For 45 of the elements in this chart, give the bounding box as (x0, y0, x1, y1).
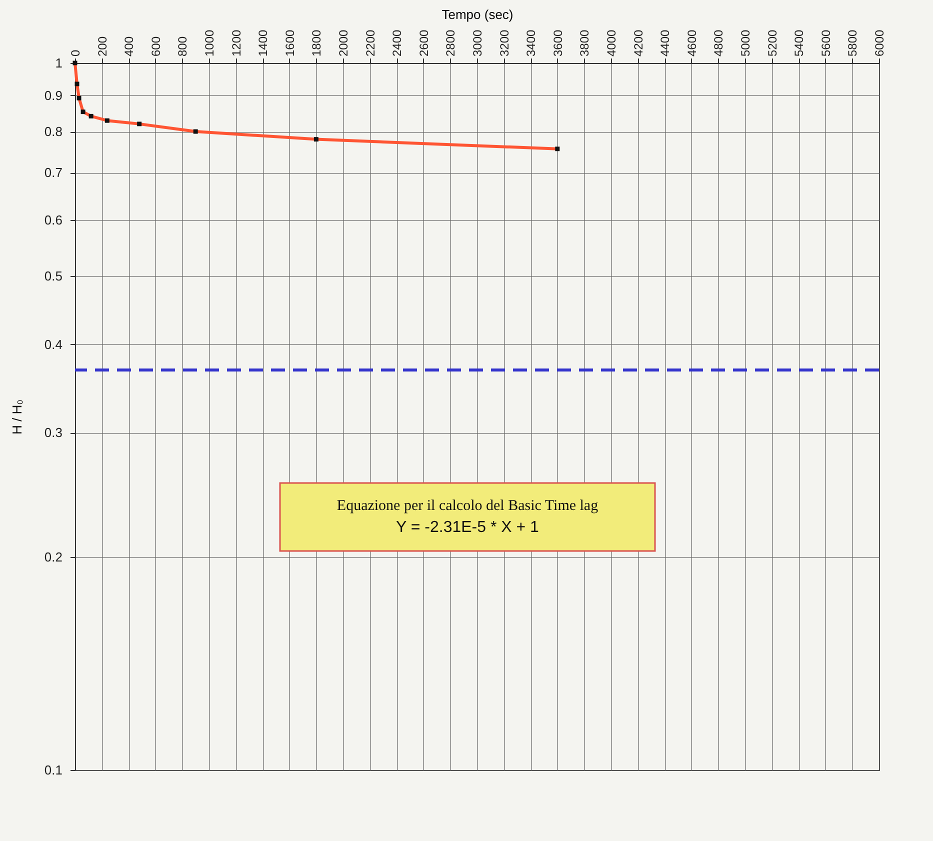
x-tick-label: 2400 (390, 29, 404, 56)
y-tick-label: 0.6 (44, 212, 62, 228)
x-tick-label: 3800 (578, 29, 592, 56)
x-tick-label: 4600 (684, 29, 699, 56)
x-tick-label: 200 (95, 36, 110, 56)
x-tick-label: 6000 (872, 29, 886, 56)
y-tick-label: 0.7 (44, 165, 62, 180)
x-tick-label: 4000 (604, 29, 618, 56)
x-tick-label: 3200 (497, 29, 512, 56)
y-tick-label: 0.2 (44, 550, 62, 565)
x-tick-label: 3000 (470, 29, 484, 56)
x-tick-label: 2000 (336, 29, 350, 56)
x-tick-label: 2200 (363, 29, 378, 56)
x-tick-label: 1400 (256, 29, 270, 56)
y-axis-title: H / H₀ (9, 399, 24, 435)
x-tick-label: 2600 (416, 29, 431, 56)
x-tick-label: 3600 (550, 29, 565, 56)
y-tick-label: 0.3 (44, 425, 62, 440)
annotation: Equazione per il calcolo del Basic Time lag (336, 498, 599, 514)
x-tick-label: 1200 (229, 29, 244, 56)
x-tick-label: 1800 (310, 29, 324, 56)
y-tick-label: 0.5 (44, 268, 62, 284)
x-tick-label: 3400 (524, 29, 538, 56)
x-tick-label: 5400 (792, 29, 806, 56)
y-tick-label: 0.4 (44, 336, 62, 352)
x-axis-title: Tempo (sec) (442, 6, 514, 22)
y-tick-label: 0.1 (44, 762, 62, 778)
y-tick-label: 0.8 (44, 124, 62, 140)
x-tick-label: 4800 (712, 29, 726, 56)
y-tick-label: 0.9 (44, 88, 62, 103)
x-tick-label: 1600 (282, 29, 297, 56)
y-tick-label: 1 (55, 56, 62, 70)
x-tick-label: 1000 (202, 29, 216, 56)
x-tick-label: 400 (122, 36, 136, 56)
annotation: Y = -2.31E-5 * X + 1 (396, 519, 540, 536)
x-tick-label: 5600 (818, 29, 833, 56)
x-tick-label: 5200 (765, 29, 780, 56)
x-tick-label: 800 (176, 36, 190, 56)
x-tick-label: 4400 (658, 29, 672, 56)
x-tick-label: 5800 (846, 29, 860, 56)
x-tick-label: 600 (148, 36, 163, 56)
x-tick-label: 4200 (631, 29, 646, 56)
x-tick-label: 0 (68, 50, 82, 56)
x-tick-label: 2800 (444, 29, 458, 56)
x-tick-label: 5000 (738, 29, 752, 56)
